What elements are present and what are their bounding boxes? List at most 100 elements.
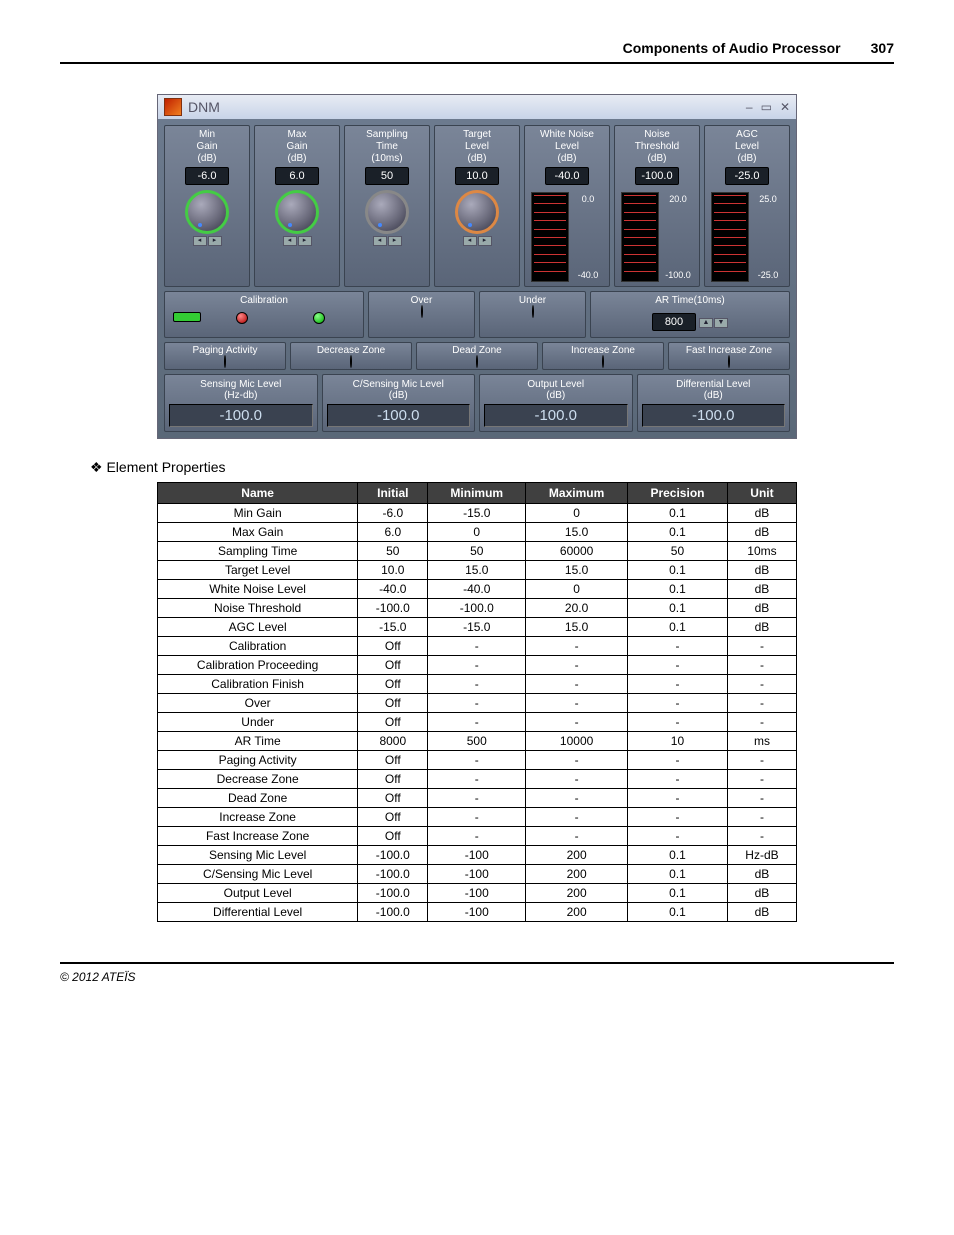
table-cell: 0.1 xyxy=(628,618,728,637)
table-cell: - xyxy=(428,713,526,732)
table-cell: Sampling Time xyxy=(158,542,358,561)
table-cell: Off xyxy=(358,713,428,732)
dial-knob[interactable] xyxy=(275,190,319,234)
table-cell: -100.0 xyxy=(358,599,428,618)
dial-down[interactable]: ◂ xyxy=(373,236,387,246)
meter-label: Noise Threshold (dB) xyxy=(619,130,695,164)
meter-value[interactable]: -25.0 xyxy=(725,167,769,185)
meter-bar xyxy=(621,192,659,282)
dial-knob[interactable] xyxy=(185,190,229,234)
table-cell: -40.0 xyxy=(428,580,526,599)
dial-down[interactable]: ◂ xyxy=(193,236,207,246)
table-row: Differential Level-100.0-1002000.1dB xyxy=(158,903,797,922)
table-cell: Min Gain xyxy=(158,504,358,523)
table-cell: - xyxy=(727,656,796,675)
table-cell: - xyxy=(526,694,628,713)
table-cell: - xyxy=(428,789,526,808)
dial-value[interactable]: 50 xyxy=(365,167,409,185)
table-row: Calibration ProceedingOff---- xyxy=(158,656,797,675)
dial-up[interactable]: ▸ xyxy=(208,236,222,246)
table-cell: -15.0 xyxy=(428,618,526,637)
table-cell: - xyxy=(628,675,728,694)
zone-led xyxy=(728,355,730,368)
close-icon[interactable]: ✕ xyxy=(780,100,790,114)
table-cell: -100.0 xyxy=(358,903,428,922)
table-cell: - xyxy=(428,694,526,713)
dial-panel-0: Min Gain (dB) -6.0 ◂▸ xyxy=(164,125,250,287)
dial-down[interactable]: ◂ xyxy=(283,236,297,246)
dial-value[interactable]: -6.0 xyxy=(185,167,229,185)
table-cell: Calibration Proceeding xyxy=(158,656,358,675)
table-row: Output Level-100.0-1002000.1dB xyxy=(158,884,797,903)
table-header: Name xyxy=(158,483,358,504)
dial-value[interactable]: 6.0 xyxy=(275,167,319,185)
table-cell: 200 xyxy=(526,865,628,884)
table-cell: 20.0 xyxy=(526,599,628,618)
meter-value[interactable]: -40.0 xyxy=(545,167,589,185)
meter-scale: 25.0-25.0 xyxy=(753,192,783,282)
dial-down[interactable]: ◂ xyxy=(463,236,477,246)
table-row: Fast Increase ZoneOff---- xyxy=(158,827,797,846)
table-cell: - xyxy=(727,637,796,656)
table-cell: - xyxy=(628,770,728,789)
dial-up[interactable]: ▸ xyxy=(478,236,492,246)
page-number: 307 xyxy=(871,40,894,56)
dnm-window: DNM – ▭ ✕ Min Gain (dB) -6.0 ◂▸ Max Gain… xyxy=(157,94,797,439)
table-cell: - xyxy=(428,637,526,656)
table-row: Dead ZoneOff---- xyxy=(158,789,797,808)
dial-label: Target Level (dB) xyxy=(439,130,515,164)
table-cell: - xyxy=(727,675,796,694)
table-row: OverOff---- xyxy=(158,694,797,713)
level-label: Sensing Mic Level (Hz-db) xyxy=(169,379,313,401)
dial-up[interactable]: ▸ xyxy=(298,236,312,246)
level-3: Differential Level (dB) -100.0 xyxy=(637,374,791,432)
table-row: CalibrationOff---- xyxy=(158,637,797,656)
meter-bar xyxy=(531,192,569,282)
table-cell: Target Level xyxy=(158,561,358,580)
table-row: Max Gain6.0015.00.1dB xyxy=(158,523,797,542)
table-cell: Paging Activity xyxy=(158,751,358,770)
table-cell: 10000 xyxy=(526,732,628,751)
table-row: Sampling Time5050600005010ms xyxy=(158,542,797,561)
ar-time-value[interactable]: 800 xyxy=(652,313,696,331)
table-cell: C/Sensing Mic Level xyxy=(158,865,358,884)
table-cell: 15.0 xyxy=(526,523,628,542)
minimize-icon[interactable]: – xyxy=(746,100,753,114)
table-cell: dB xyxy=(727,504,796,523)
ar-time-up[interactable]: ▲ xyxy=(699,318,713,328)
page-header: Components of Audio Processor 307 xyxy=(60,40,894,64)
table-cell: 0 xyxy=(428,523,526,542)
table-cell: 0.1 xyxy=(628,561,728,580)
level-label: Differential Level (dB) xyxy=(642,379,786,401)
table-cell: Sensing Mic Level xyxy=(158,846,358,865)
meter-panel-1: Noise Threshold (dB) -100.0 20.0-100.0 xyxy=(614,125,700,287)
table-cell: Off xyxy=(358,789,428,808)
app-body: Min Gain (dB) -6.0 ◂▸ Max Gain (dB) 6.0 … xyxy=(158,119,796,438)
table-cell: - xyxy=(628,656,728,675)
table-row: Decrease ZoneOff---- xyxy=(158,770,797,789)
dial-knob[interactable] xyxy=(455,190,499,234)
ar-time-down[interactable]: ▼ xyxy=(714,318,728,328)
table-row: C/Sensing Mic Level-100.0-1002000.1dB xyxy=(158,865,797,884)
dial-knob[interactable] xyxy=(365,190,409,234)
header-title: Components of Audio Processor xyxy=(623,40,841,56)
table-cell: -100 xyxy=(428,884,526,903)
table-cell: dB xyxy=(727,618,796,637)
maximize-icon[interactable]: ▭ xyxy=(761,100,772,114)
calibration-button[interactable] xyxy=(173,312,201,322)
meter-value[interactable]: -100.0 xyxy=(635,167,679,185)
table-cell: Over xyxy=(158,694,358,713)
table-cell: 0.1 xyxy=(628,865,728,884)
dial-panel-1: Max Gain (dB) 6.0 ◂▸ xyxy=(254,125,340,287)
titlebar[interactable]: DNM – ▭ ✕ xyxy=(158,95,796,119)
ar-time-label: AR Time(10ms) xyxy=(597,295,783,306)
app-logo-icon xyxy=(164,98,182,116)
table-cell: 0.1 xyxy=(628,504,728,523)
window-title: DNM xyxy=(188,99,220,115)
table-cell: -15.0 xyxy=(428,504,526,523)
table-cell: Fast Increase Zone xyxy=(158,827,358,846)
table-cell: - xyxy=(526,637,628,656)
dial-value[interactable]: 10.0 xyxy=(455,167,499,185)
level-2: Output Level (dB) -100.0 xyxy=(479,374,633,432)
dial-up[interactable]: ▸ xyxy=(388,236,402,246)
